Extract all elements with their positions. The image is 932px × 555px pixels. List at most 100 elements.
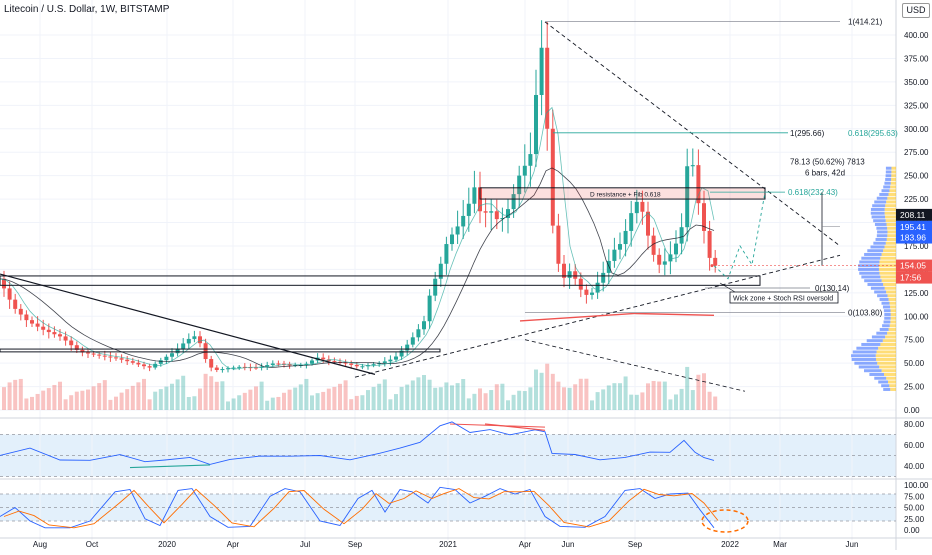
rsi-divergence-bull	[129, 464, 211, 469]
vp-bar	[884, 181, 891, 185]
candle	[651, 235, 656, 255]
currency-button[interactable]: USD	[902, 3, 930, 18]
trendline-down	[0, 273, 376, 375]
volume-bar	[685, 366, 690, 410]
vp-bar	[890, 305, 896, 309]
candle	[534, 95, 538, 155]
price-tick-label: 250.00	[904, 172, 929, 181]
candle	[321, 357, 326, 360]
candle	[483, 211, 488, 213]
candle	[394, 356, 398, 360]
vp-bar	[885, 166, 892, 170]
candle	[640, 201, 645, 212]
volume-bar	[130, 385, 135, 410]
volume-trendline	[524, 339, 746, 392]
vp-bar	[887, 196, 896, 200]
vp-bar	[875, 237, 887, 241]
candle	[265, 365, 270, 367]
candle	[170, 353, 174, 357]
vp-bar	[880, 342, 896, 346]
stoch-tick-label: 25.00	[904, 515, 925, 524]
volume-bar	[556, 381, 561, 410]
price-axis: 0.0025.0050.0075.00100.00125.00150.00175…	[896, 31, 932, 415]
volume-bar	[534, 369, 538, 410]
time-tick-label: 2021	[439, 540, 457, 549]
candle	[175, 348, 180, 354]
price-badge	[896, 231, 932, 244]
vp-bar	[885, 177, 892, 181]
candle	[612, 249, 617, 261]
vp-bar	[882, 305, 891, 309]
support-zone-low	[0, 348, 441, 353]
vp-bar	[880, 256, 896, 260]
candle	[713, 257, 718, 266]
volume-bar	[573, 384, 578, 410]
vp-bar	[889, 301, 896, 305]
vp-bar	[888, 297, 896, 301]
vp-bar	[859, 260, 880, 264]
volume-bar	[651, 380, 656, 410]
candle	[371, 364, 376, 366]
candle	[332, 361, 337, 363]
stoch-tick-label: 50.00	[904, 504, 925, 513]
candle	[91, 353, 96, 355]
volume-bar	[354, 395, 359, 410]
volume-bar	[657, 381, 662, 410]
candle	[147, 366, 152, 368]
volume-bar	[506, 400, 510, 410]
candle	[41, 326, 46, 330]
candle	[573, 271, 578, 279]
vp-bar	[887, 234, 896, 238]
vp-bar	[884, 286, 896, 290]
price-badge-label: 195.41	[900, 222, 926, 232]
vp-bar	[864, 279, 882, 283]
vp-bar	[873, 241, 886, 245]
stoch-k-line	[0, 486, 715, 529]
candle	[74, 345, 79, 350]
vp-bar	[864, 369, 882, 373]
volume-bar	[198, 388, 202, 410]
volume-bar	[276, 396, 281, 410]
volume-bar	[30, 396, 34, 410]
volume-bar	[231, 398, 236, 410]
candle	[522, 165, 527, 176]
candle	[142, 364, 146, 367]
vp-bar	[883, 249, 896, 253]
grid	[0, 0, 896, 540]
volume-bar	[35, 393, 40, 410]
volume-bar	[377, 383, 382, 410]
candle	[405, 344, 410, 351]
candle	[584, 289, 589, 295]
vp-bar	[861, 342, 881, 346]
volume-bar	[422, 375, 426, 410]
vp-bar	[886, 200, 896, 204]
vp-bar	[888, 327, 896, 331]
vp-bar	[878, 267, 896, 271]
vp-bar	[881, 301, 890, 305]
vp-bar	[881, 252, 896, 256]
volume-bar	[472, 393, 477, 410]
vp-bar	[870, 211, 885, 215]
candle	[97, 354, 102, 356]
volume-bar	[595, 392, 600, 410]
volume-bar	[91, 386, 96, 410]
time-tick-label: Mar	[773, 540, 787, 549]
volume-bar	[528, 387, 533, 410]
volume-bar	[220, 381, 225, 410]
vp-bar	[876, 234, 888, 238]
ma-red	[634, 312, 715, 317]
candle	[511, 194, 516, 210]
candle	[80, 349, 85, 353]
vp-bar	[879, 365, 896, 369]
candle	[18, 308, 23, 315]
candle	[7, 288, 12, 300]
volume-bar	[136, 382, 141, 410]
stoch-tick-label: 75.00	[904, 492, 925, 501]
candle	[556, 225, 561, 264]
candle	[702, 203, 706, 231]
vp-bar	[866, 339, 883, 343]
candle	[30, 320, 34, 324]
vp-bar	[870, 286, 885, 290]
